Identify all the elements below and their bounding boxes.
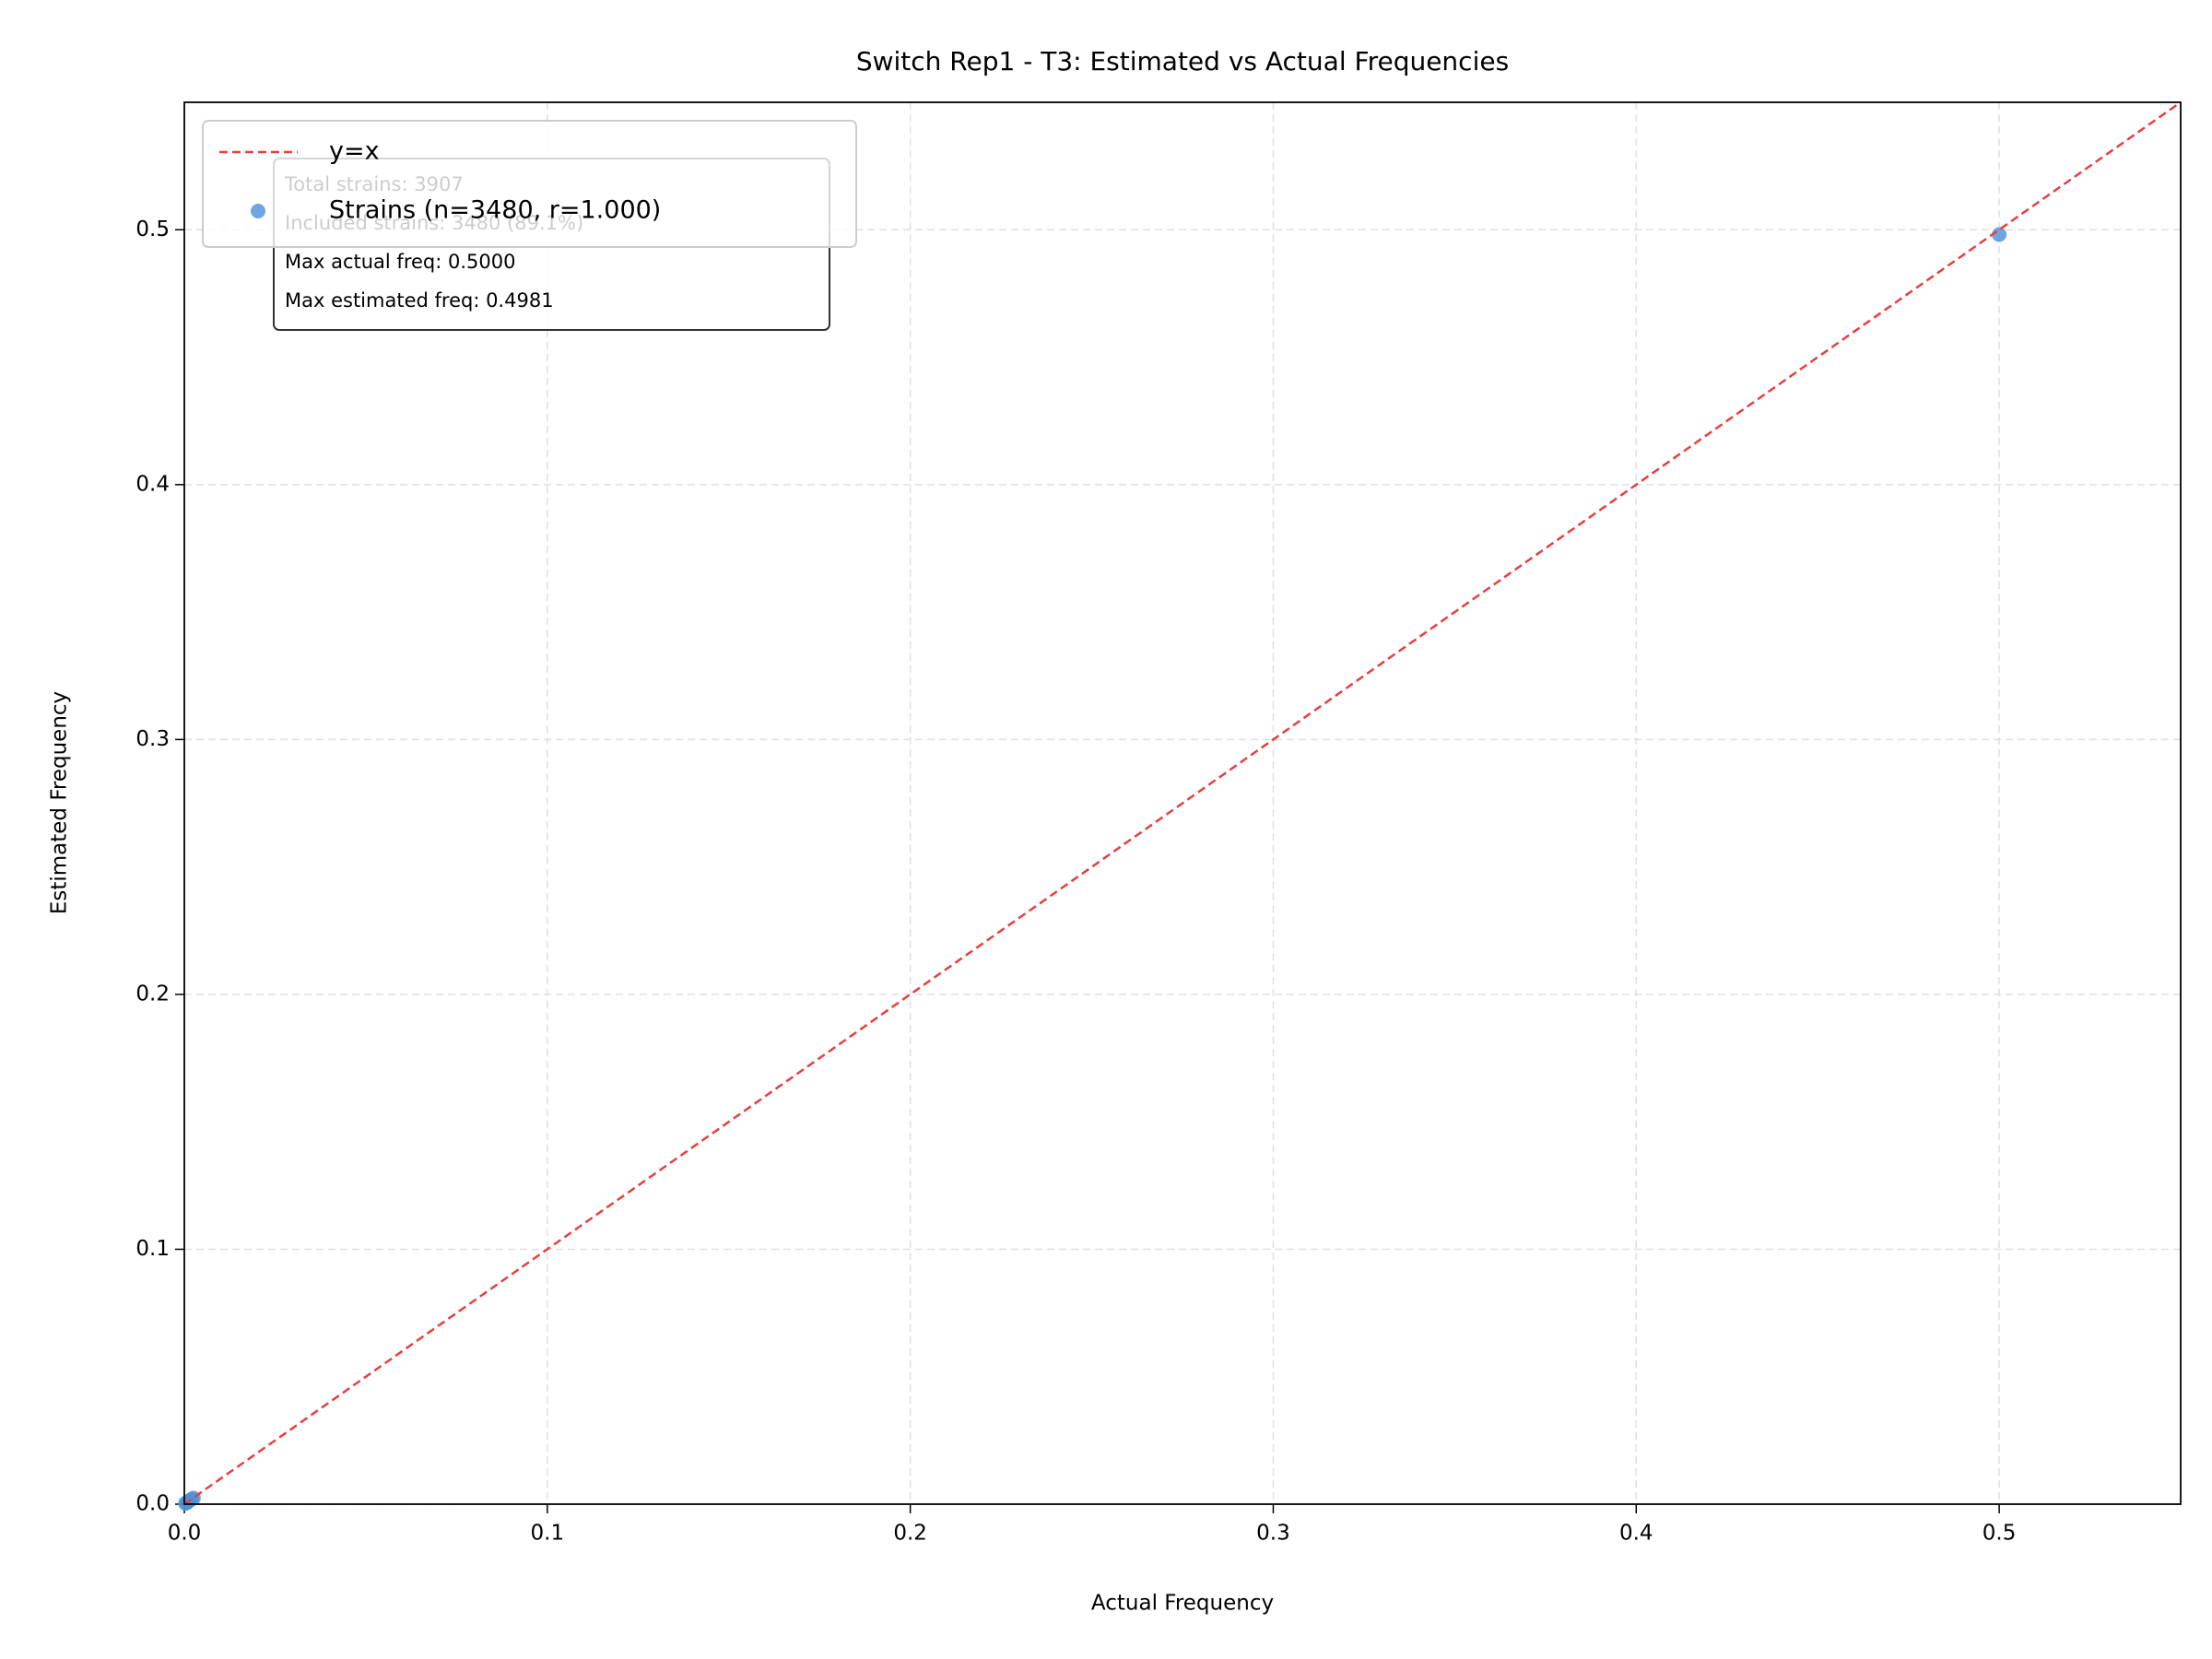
x-tick-label: 0.0: [168, 1522, 202, 1546]
y-tick-label: 0.5: [135, 218, 170, 241]
legend-box: [202, 120, 857, 248]
plot-frame: [183, 101, 2182, 1505]
y-axis-label: Estimated Frequency: [48, 691, 72, 914]
y-tick-label: 0.1: [135, 1237, 170, 1261]
reference-line: [183, 100, 2182, 1506]
x-tick-label: 0.3: [1256, 1522, 1290, 1546]
x-tick-label: 0.1: [531, 1522, 565, 1546]
annotation-line: Max actual freq: 0.5000: [285, 251, 515, 273]
legend-swatch: [251, 204, 265, 218]
y-tick-label: 0.0: [135, 1492, 170, 1516]
point: [1992, 227, 2007, 242]
y-tick-label: 0.2: [135, 982, 170, 1006]
y-tick-label: 0.4: [135, 472, 170, 496]
x-tick-label: 0.4: [1619, 1522, 1653, 1546]
annotation-line: Max estimated freq: 0.4981: [285, 289, 554, 312]
y-tick-label: 0.3: [135, 727, 170, 751]
legend-label: y=x: [329, 137, 380, 166]
chart-title: Switch Rep1 - T3: Estimated vs Actual Fr…: [856, 46, 1509, 76]
x-tick-label: 0.2: [893, 1522, 927, 1546]
x-axis-label: Actual Frequency: [1091, 1592, 1274, 1616]
legend-label: Strains (n=3480, r=1.000): [329, 196, 661, 225]
x-tick-label: 0.5: [1983, 1522, 2017, 1546]
